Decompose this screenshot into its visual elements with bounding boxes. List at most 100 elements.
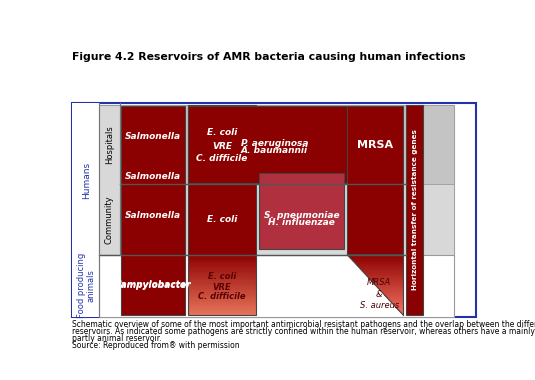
Bar	[347, 106, 403, 253]
Text: MRSA
&
S. aureus: MRSA & S. aureus	[360, 279, 399, 310]
Text: MRSA: MRSA	[357, 139, 393, 150]
Bar	[402, 314, 403, 315]
Bar	[356, 264, 403, 265]
Bar	[373, 282, 403, 283]
Bar	[188, 298, 256, 299]
Bar	[359, 267, 403, 268]
Bar	[188, 311, 256, 313]
Text: C. difficile: C. difficile	[196, 154, 248, 163]
Bar	[188, 276, 256, 278]
Text: Salmonella: Salmonella	[125, 172, 181, 180]
Bar	[360, 268, 403, 269]
Text: Humans: Humans	[82, 162, 91, 198]
Bar	[188, 292, 256, 293]
Bar	[188, 293, 256, 294]
Bar	[389, 300, 403, 301]
Bar	[188, 264, 256, 266]
Bar	[100, 105, 454, 255]
Bar	[188, 257, 256, 259]
Bar	[188, 258, 256, 260]
Bar	[370, 279, 403, 280]
Bar	[352, 259, 403, 260]
Text: Community: Community	[105, 195, 114, 244]
Text: Salmonella: Salmonella	[125, 132, 181, 141]
Bar	[376, 286, 403, 287]
Bar	[377, 287, 403, 288]
Bar	[350, 256, 403, 258]
Bar	[394, 305, 403, 306]
Bar	[188, 281, 256, 283]
Bar	[72, 103, 100, 317]
Text: E. coli: E. coli	[207, 215, 237, 224]
Bar	[368, 276, 403, 277]
Bar	[188, 263, 256, 264]
Bar	[188, 260, 256, 261]
Bar	[188, 261, 256, 262]
Bar	[120, 105, 454, 184]
Bar	[387, 298, 403, 299]
Bar	[188, 312, 256, 314]
Bar	[384, 294, 403, 295]
Bar	[366, 275, 403, 276]
Bar	[188, 282, 256, 284]
Text: VRE: VRE	[212, 283, 231, 291]
Bar	[395, 307, 403, 308]
Bar	[383, 293, 403, 294]
Text: E. coli: E. coli	[208, 272, 236, 281]
Bar	[188, 266, 256, 267]
Bar	[365, 273, 403, 274]
Bar	[188, 294, 256, 296]
Bar	[188, 297, 256, 298]
Bar	[349, 256, 403, 257]
Bar	[394, 306, 403, 307]
Bar	[188, 255, 256, 315]
Bar	[188, 268, 256, 269]
Bar	[351, 258, 403, 259]
Bar	[369, 278, 403, 279]
Text: A. baumannii: A. baumannii	[241, 146, 308, 155]
Bar	[188, 303, 256, 304]
Bar	[188, 301, 256, 303]
Text: Horizontal transfer of resistance genes: Horizontal transfer of resistance genes	[412, 130, 418, 290]
Text: Salmonella: Salmonella	[125, 211, 181, 220]
Bar	[397, 309, 403, 310]
Bar	[399, 311, 403, 312]
Bar	[188, 262, 256, 263]
Bar	[188, 273, 256, 274]
Bar	[188, 286, 256, 288]
Bar	[368, 277, 403, 278]
Bar	[188, 106, 361, 183]
Bar	[188, 287, 256, 289]
Bar	[188, 305, 256, 307]
Bar	[188, 299, 256, 301]
Bar	[354, 261, 403, 262]
Bar	[357, 264, 403, 266]
Bar	[188, 275, 256, 277]
Text: Food producing
animals: Food producing animals	[77, 253, 96, 318]
Bar	[100, 255, 454, 317]
Bar	[373, 283, 403, 284]
Bar	[188, 307, 256, 309]
Text: P. aeruginosa: P. aeruginosa	[241, 138, 308, 147]
Bar	[348, 255, 403, 256]
Text: H. influenzae: H. influenzae	[268, 218, 335, 227]
Text: Figure 4.2 Reservoirs of AMR bacteria causing human infections: Figure 4.2 Reservoirs of AMR bacteria ca…	[72, 52, 466, 62]
Bar	[391, 302, 403, 303]
Bar	[393, 304, 403, 305]
Bar	[188, 304, 256, 306]
Bar	[188, 314, 256, 315]
Text: Campylobacter: Campylobacter	[114, 281, 191, 290]
Bar	[406, 105, 423, 315]
Bar	[259, 173, 345, 249]
Bar	[388, 299, 403, 300]
Bar	[188, 277, 256, 279]
Text: reservoirs. As indicated some pathogens are strictly confined within the human r: reservoirs. As indicated some pathogens …	[72, 327, 535, 336]
Bar	[362, 270, 403, 271]
Bar	[188, 291, 256, 292]
Bar	[188, 285, 256, 286]
Bar	[379, 289, 403, 290]
Bar	[398, 310, 403, 311]
Bar	[364, 272, 403, 273]
Bar	[188, 105, 256, 255]
Bar	[188, 310, 256, 312]
